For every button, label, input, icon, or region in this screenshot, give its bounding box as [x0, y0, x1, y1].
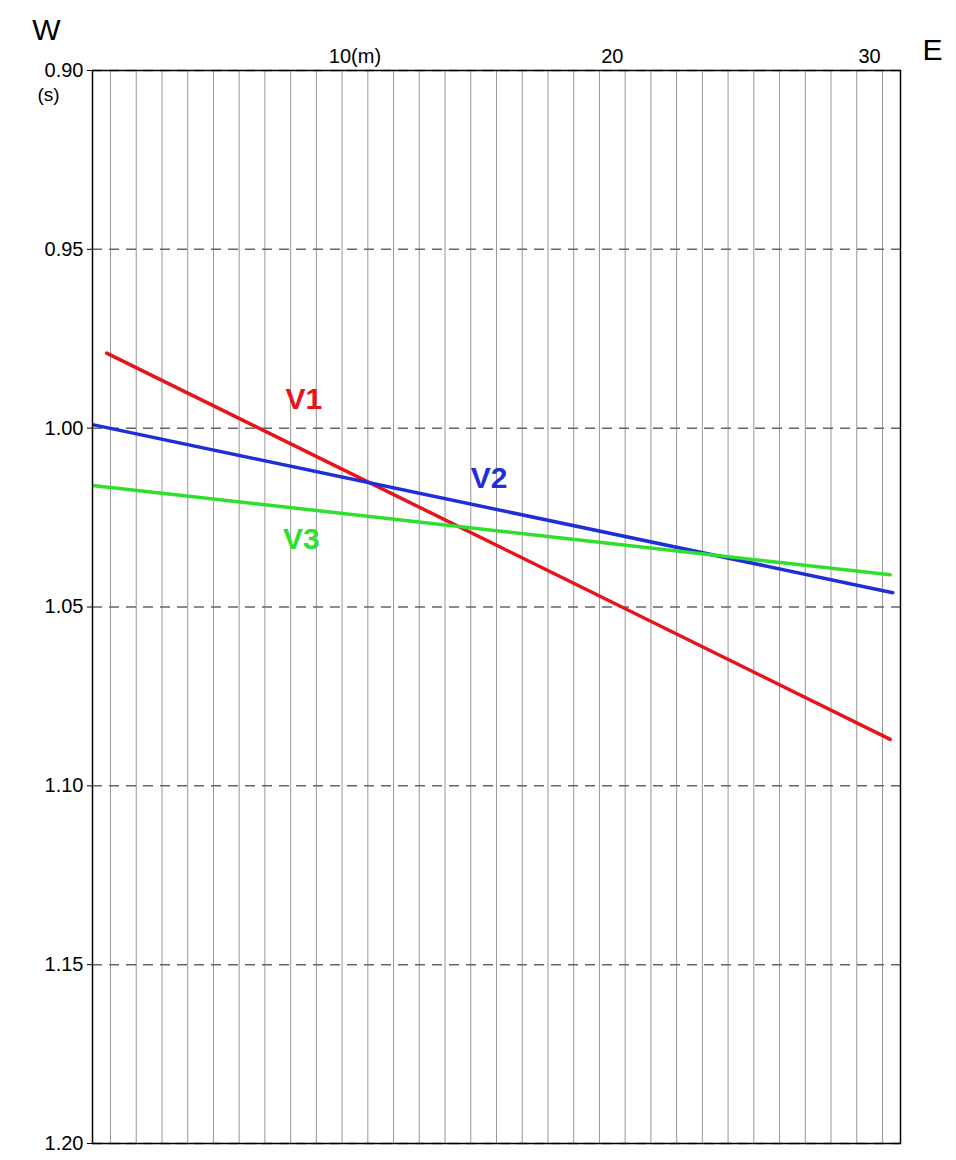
svg-text:V1: V1	[285, 382, 322, 415]
svg-text:10(m): 10(m)	[329, 45, 381, 67]
svg-text:V2: V2	[471, 461, 508, 494]
svg-text:1.15: 1.15	[45, 953, 84, 975]
svg-text:0.90: 0.90	[45, 59, 84, 81]
svg-text:E: E	[922, 33, 942, 66]
svg-text:1.20: 1.20	[45, 1132, 84, 1154]
svg-text:W: W	[32, 13, 61, 46]
svg-text:20: 20	[601, 45, 623, 67]
svg-text:30: 30	[858, 45, 880, 67]
svg-text:(s): (s)	[37, 84, 59, 105]
svg-text:V3: V3	[283, 522, 320, 555]
svg-text:1.10: 1.10	[45, 774, 84, 796]
svg-text:1.00: 1.00	[45, 417, 84, 439]
svg-text:1.05: 1.05	[45, 595, 84, 617]
svg-text:0.95: 0.95	[45, 238, 84, 260]
